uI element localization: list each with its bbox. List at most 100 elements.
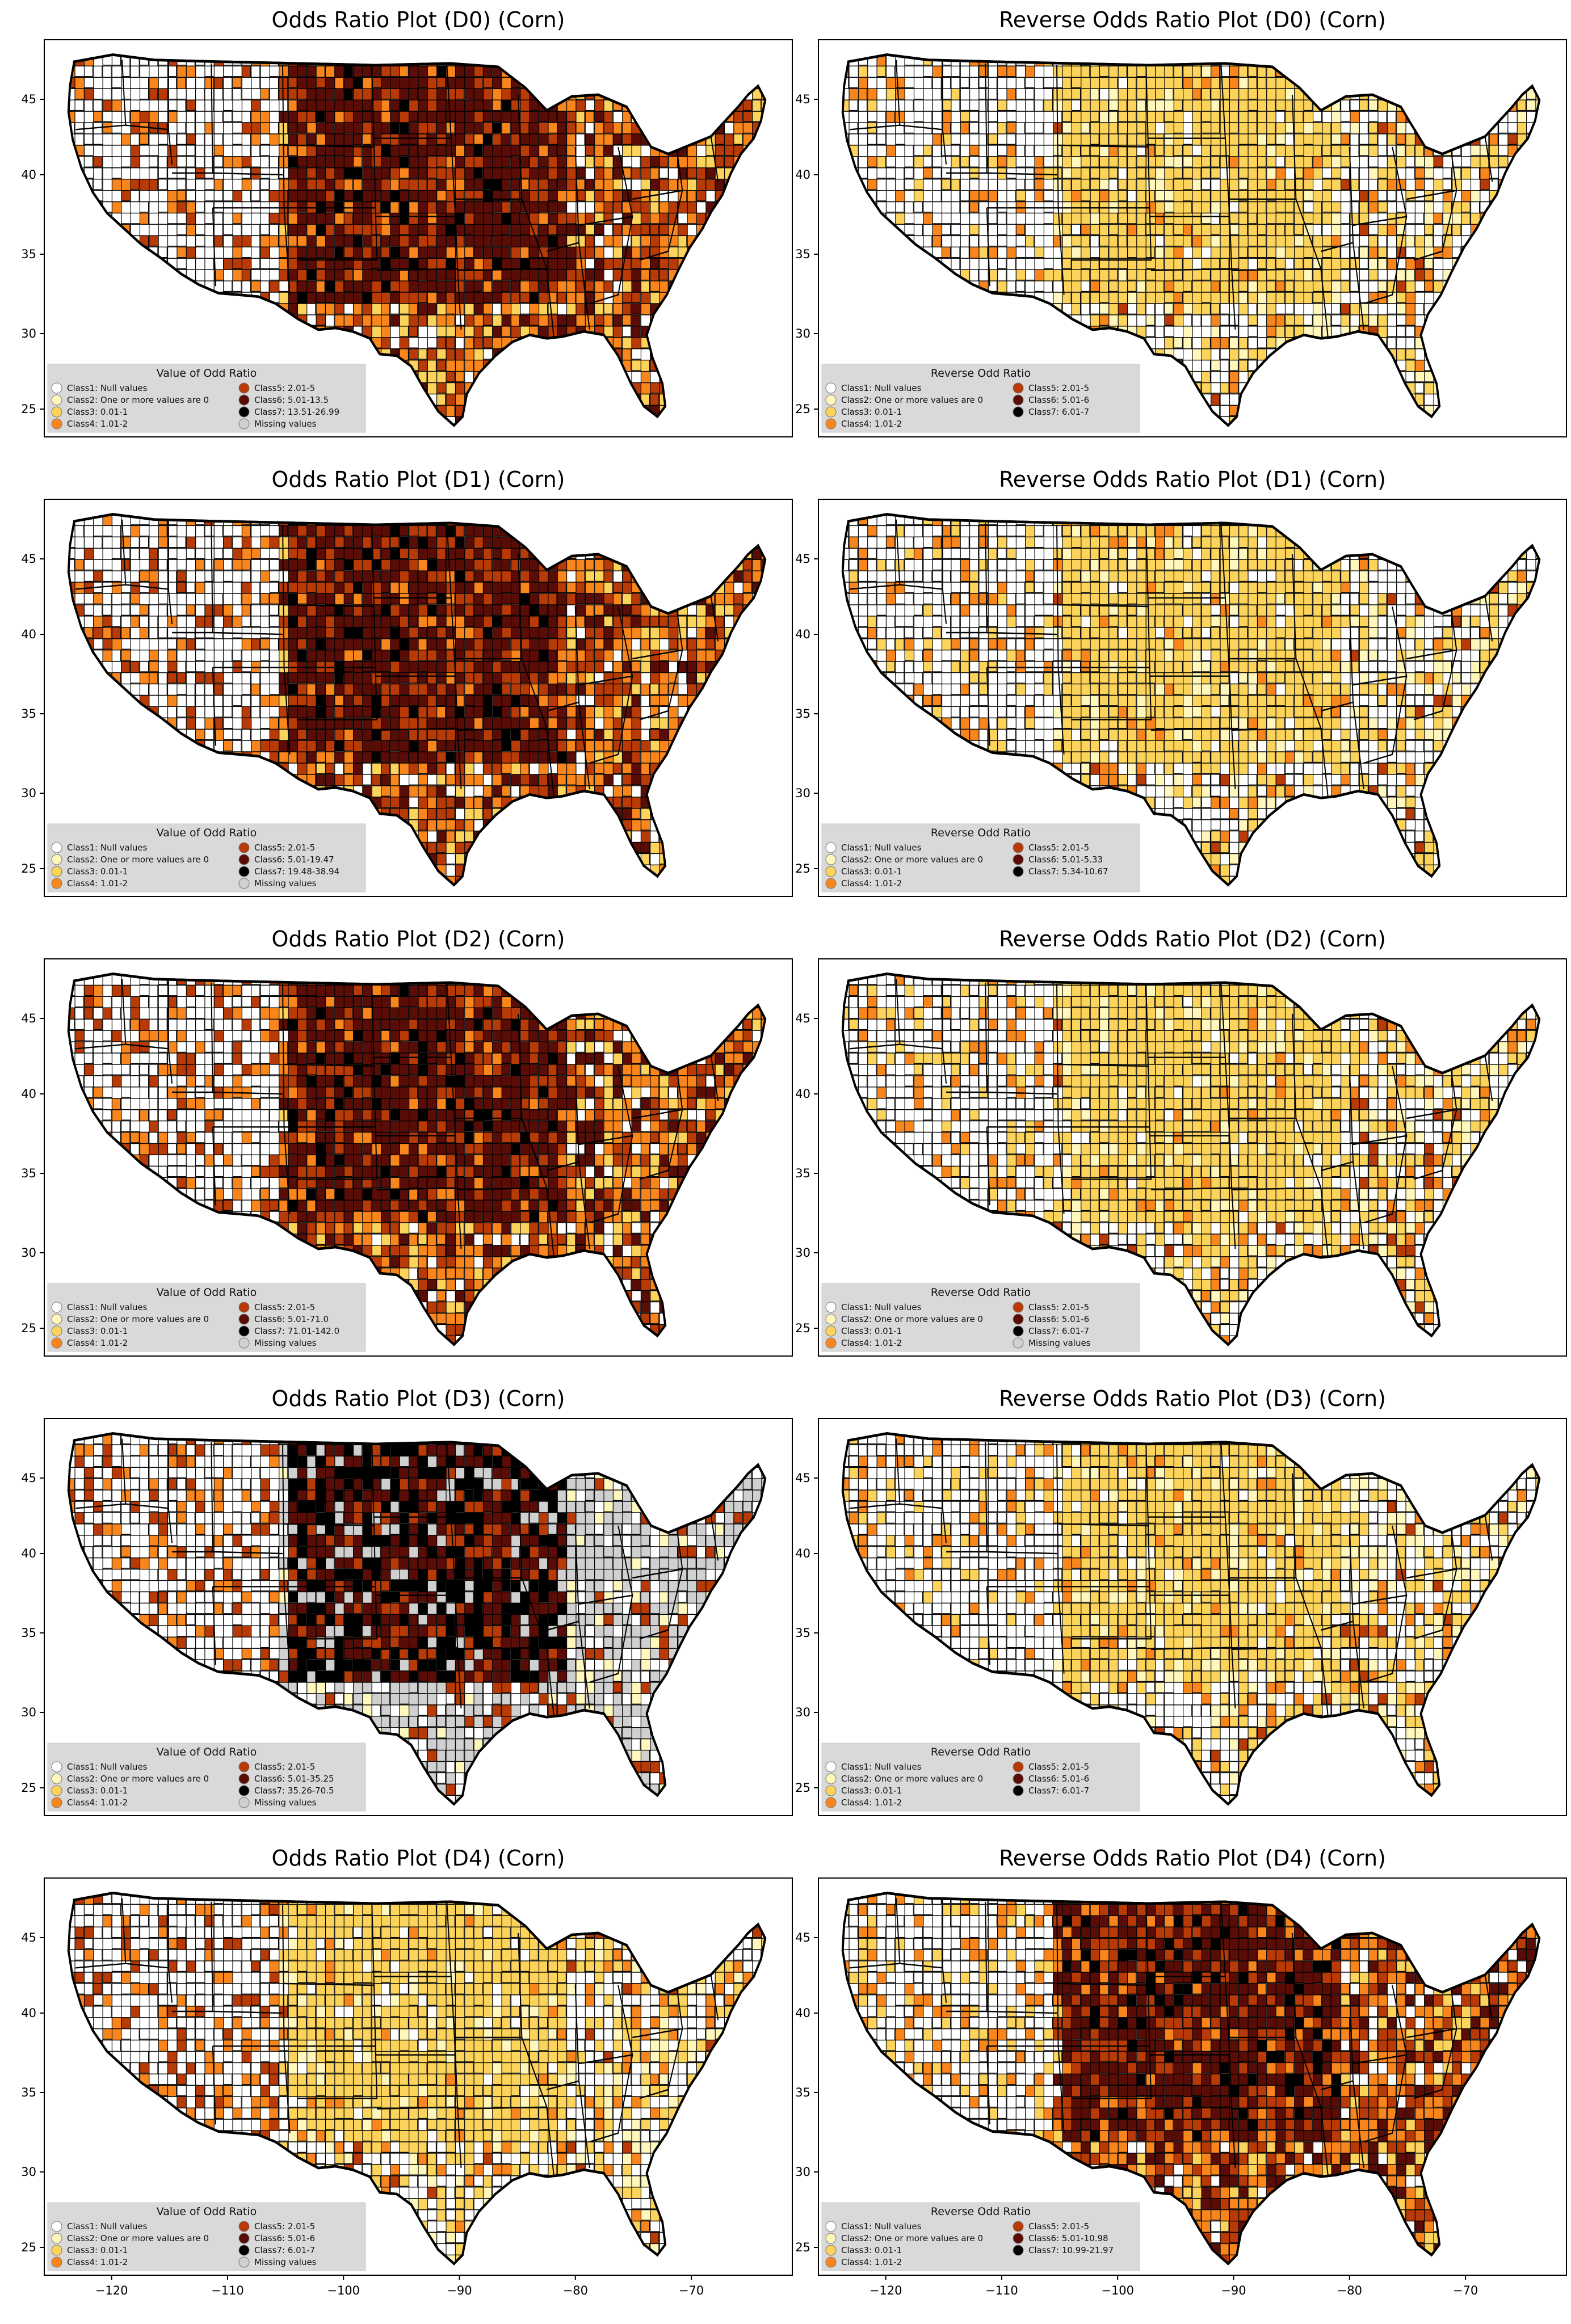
county-cell bbox=[858, 111, 868, 124]
county-cell bbox=[1247, 326, 1258, 337]
county-cell bbox=[223, 145, 234, 157]
county-cell bbox=[997, 122, 1007, 136]
county-cell bbox=[1396, 326, 1406, 337]
county-cell bbox=[1257, 258, 1267, 270]
county-cell bbox=[1266, 201, 1277, 214]
county-cell bbox=[1034, 246, 1044, 258]
county-cell bbox=[1257, 269, 1267, 283]
county-cell bbox=[177, 179, 186, 190]
county-cell bbox=[1108, 167, 1118, 179]
county-cell bbox=[316, 77, 327, 89]
county-cell bbox=[195, 212, 205, 226]
county-cell bbox=[557, 314, 568, 326]
county-cell bbox=[932, 179, 942, 192]
county-cell bbox=[111, 65, 123, 78]
county-cell bbox=[1099, 99, 1109, 112]
county-cell bbox=[436, 258, 447, 270]
county-cell bbox=[650, 258, 660, 270]
county-cell bbox=[288, 246, 299, 260]
county-cell bbox=[316, 65, 325, 79]
county-cell bbox=[1211, 167, 1221, 179]
county-cell bbox=[139, 190, 150, 203]
county-cell bbox=[501, 212, 512, 225]
county-cell bbox=[177, 212, 188, 224]
county-cell bbox=[997, 88, 1008, 102]
county-cell bbox=[1470, 156, 1481, 169]
county-cell bbox=[1368, 246, 1378, 260]
county-cell bbox=[904, 133, 915, 147]
county-cell bbox=[1247, 156, 1259, 170]
county-cell bbox=[1498, 122, 1509, 134]
county-cell bbox=[334, 122, 345, 134]
county-cell bbox=[1470, 179, 1481, 192]
county-cell bbox=[932, 156, 943, 167]
county-cell bbox=[334, 269, 346, 281]
county-cell bbox=[409, 212, 419, 226]
county-cell bbox=[1201, 65, 1212, 78]
county-cell bbox=[1034, 122, 1044, 134]
county-cell bbox=[139, 201, 149, 213]
county-cell bbox=[399, 258, 410, 270]
county-cell bbox=[876, 190, 888, 201]
county-cell bbox=[1155, 224, 1165, 235]
county-cell bbox=[1275, 77, 1287, 89]
county-cell bbox=[1192, 337, 1203, 350]
county-cell bbox=[612, 337, 623, 348]
county-cell bbox=[988, 246, 998, 260]
county-cell bbox=[548, 303, 559, 315]
county-cell bbox=[603, 258, 615, 270]
county-cell bbox=[566, 303, 577, 315]
county-cell bbox=[186, 122, 195, 134]
county-cell bbox=[436, 246, 447, 259]
county-cell bbox=[520, 314, 531, 328]
county-cell bbox=[1015, 99, 1027, 112]
county-cell bbox=[232, 246, 242, 259]
county-cell bbox=[1312, 303, 1324, 315]
county-cell bbox=[1155, 111, 1165, 124]
county-cell bbox=[1220, 393, 1230, 406]
county-cell bbox=[978, 258, 990, 271]
panel-title: Reverse Odds Ratio Plot (D0) (Corn) bbox=[999, 7, 1386, 32]
county-cell bbox=[111, 190, 123, 203]
county-cell bbox=[1405, 303, 1415, 317]
county-cell bbox=[390, 156, 401, 170]
county-cell bbox=[409, 314, 419, 328]
county-cell bbox=[121, 88, 132, 100]
county-cell bbox=[195, 88, 205, 100]
county-cell bbox=[885, 145, 897, 158]
county-cell bbox=[288, 99, 297, 113]
county-cell bbox=[232, 156, 243, 170]
county-cell bbox=[1192, 122, 1202, 134]
county-cell bbox=[1155, 212, 1165, 225]
county-cell bbox=[455, 77, 465, 89]
county-cell bbox=[1155, 179, 1166, 192]
county-cell bbox=[1247, 269, 1259, 281]
county-cell bbox=[1414, 156, 1425, 167]
county-cell bbox=[1368, 258, 1378, 270]
county-cell bbox=[1452, 224, 1461, 237]
county-cell bbox=[1108, 88, 1119, 102]
county-cell bbox=[566, 145, 577, 157]
county-cell bbox=[325, 179, 336, 192]
county-cell bbox=[1517, 111, 1528, 124]
county-cell bbox=[1145, 77, 1157, 90]
county-cell bbox=[297, 88, 308, 100]
county-cell bbox=[343, 133, 353, 146]
county-cell bbox=[876, 111, 886, 123]
county-cell bbox=[1155, 246, 1165, 259]
county-cell bbox=[241, 88, 252, 100]
county-cell bbox=[1368, 179, 1378, 192]
county-cell bbox=[895, 201, 905, 213]
county-cell bbox=[631, 359, 641, 371]
county-cell bbox=[1303, 111, 1314, 123]
county-cell bbox=[1322, 280, 1332, 292]
county-cell bbox=[1192, 326, 1202, 339]
county-cell bbox=[130, 201, 141, 214]
county-cell bbox=[650, 212, 660, 224]
county-cell bbox=[1090, 292, 1100, 305]
county-cell bbox=[1322, 269, 1332, 283]
county-cell bbox=[473, 326, 483, 339]
county-cell bbox=[1247, 88, 1258, 100]
county-cell bbox=[1108, 303, 1120, 317]
county-cell bbox=[913, 179, 925, 190]
